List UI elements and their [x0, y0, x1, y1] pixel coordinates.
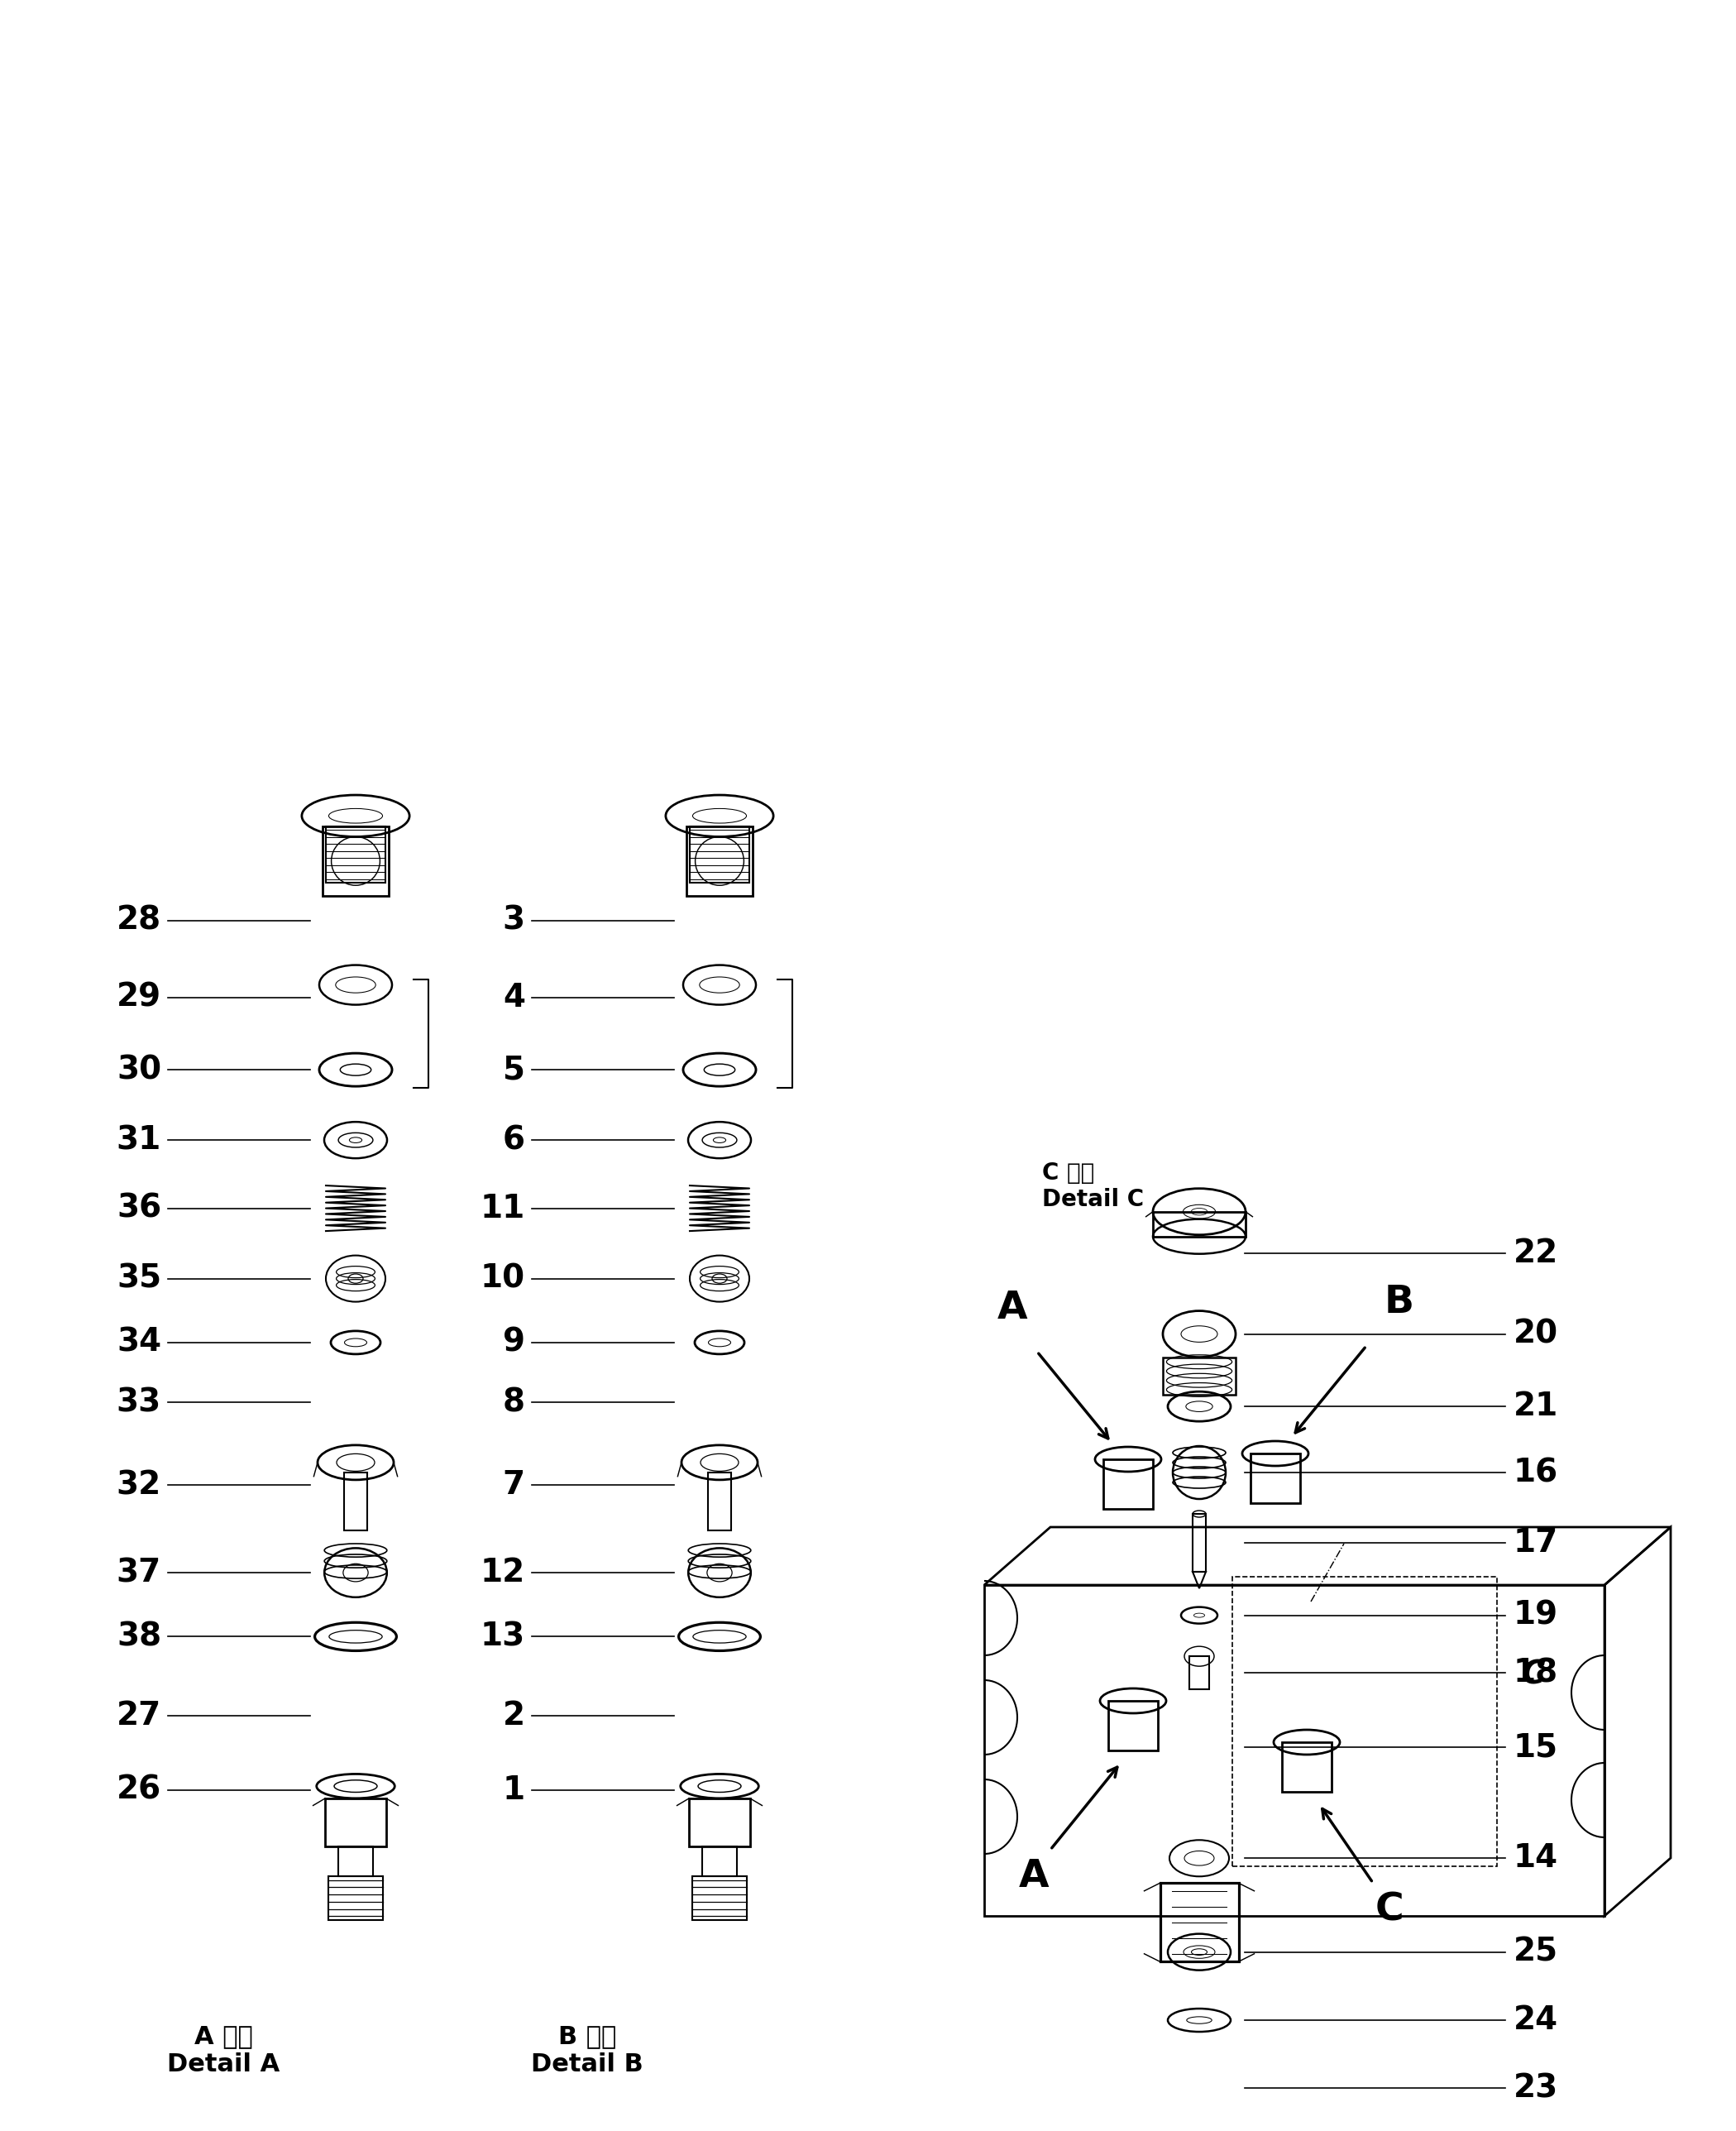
Text: C 詳細
Detail C: C 詳細 Detail C: [1042, 1161, 1144, 1210]
Text: 13: 13: [481, 1622, 526, 1652]
Text: 20: 20: [1514, 1319, 1559, 1349]
Ellipse shape: [705, 1063, 734, 1076]
Bar: [323, 827, 389, 895]
Text: 15: 15: [1514, 1733, 1559, 1762]
Ellipse shape: [1187, 2016, 1212, 2024]
Text: 38: 38: [116, 1622, 161, 1652]
Bar: [1233, 1577, 1496, 1867]
Text: 5: 5: [503, 1055, 526, 1085]
Text: 11: 11: [481, 1193, 526, 1223]
Text: 4: 4: [503, 982, 526, 1012]
Text: 22: 22: [1514, 1238, 1559, 1268]
Bar: [325, 1799, 385, 1845]
Text: 36: 36: [116, 1193, 161, 1223]
Bar: [1189, 1656, 1210, 1690]
Text: 34: 34: [116, 1328, 161, 1357]
Ellipse shape: [1194, 1613, 1205, 1617]
Text: 3: 3: [503, 906, 526, 936]
Bar: [1163, 1357, 1236, 1394]
Text: 24: 24: [1514, 2005, 1559, 2035]
Text: 14: 14: [1514, 1843, 1559, 1873]
Bar: [328, 1877, 382, 1920]
Ellipse shape: [330, 1630, 382, 1643]
Bar: [693, 1877, 746, 1920]
Bar: [1160, 1884, 1238, 1963]
Text: 17: 17: [1514, 1528, 1559, 1558]
Text: 23: 23: [1514, 2073, 1559, 2103]
Ellipse shape: [339, 1134, 373, 1146]
Bar: [1108, 1701, 1158, 1750]
Text: 32: 32: [116, 1470, 161, 1500]
Ellipse shape: [1180, 1325, 1217, 1343]
Text: 8: 8: [503, 1387, 526, 1417]
Text: 16: 16: [1514, 1458, 1559, 1487]
Ellipse shape: [1182, 1204, 1215, 1219]
Bar: [1104, 1460, 1153, 1509]
Text: 29: 29: [116, 982, 161, 1012]
Ellipse shape: [708, 1338, 731, 1347]
Bar: [1250, 1453, 1300, 1502]
Ellipse shape: [700, 976, 740, 993]
Ellipse shape: [1184, 1852, 1213, 1865]
Bar: [339, 1845, 373, 1877]
Ellipse shape: [693, 808, 746, 823]
Bar: [1153, 1213, 1245, 1236]
Text: 10: 10: [481, 1264, 526, 1294]
Text: 25: 25: [1514, 1937, 1559, 1967]
Bar: [689, 1799, 750, 1845]
Bar: [689, 827, 750, 882]
Text: 18: 18: [1514, 1658, 1559, 1688]
Text: C: C: [1375, 1890, 1404, 1929]
Ellipse shape: [340, 1063, 372, 1076]
Ellipse shape: [703, 1134, 736, 1146]
Text: 26: 26: [116, 1775, 161, 1805]
Bar: [1281, 1743, 1332, 1792]
Text: 2: 2: [503, 1701, 526, 1730]
Text: A 詳細
Detail A: A 詳細 Detail A: [167, 2024, 279, 2076]
Text: 31: 31: [116, 1125, 161, 1155]
Bar: [686, 827, 752, 895]
Text: 21: 21: [1514, 1392, 1559, 1421]
Ellipse shape: [344, 1338, 366, 1347]
Bar: [701, 1845, 736, 1877]
Text: B 詳細
Detail B: B 詳細 Detail B: [531, 2024, 644, 2076]
Text: 1: 1: [503, 1775, 526, 1805]
Text: 33: 33: [116, 1387, 161, 1417]
Text: 35: 35: [116, 1264, 161, 1294]
Text: C: C: [1522, 1660, 1545, 1690]
Text: 9: 9: [503, 1328, 526, 1357]
Bar: [1193, 1513, 1207, 1573]
Ellipse shape: [328, 808, 382, 823]
Text: B: B: [1384, 1283, 1415, 1321]
Text: 6: 6: [503, 1125, 526, 1155]
Ellipse shape: [1184, 1946, 1215, 1958]
Text: A: A: [996, 1289, 1028, 1328]
Text: 28: 28: [116, 906, 161, 936]
Text: 12: 12: [481, 1558, 526, 1588]
Text: 27: 27: [116, 1701, 161, 1730]
Ellipse shape: [335, 976, 375, 993]
Text: 30: 30: [116, 1055, 161, 1085]
Ellipse shape: [693, 1630, 746, 1643]
Bar: [326, 827, 385, 882]
Text: 19: 19: [1514, 1600, 1559, 1630]
Bar: [344, 1473, 368, 1530]
Text: 7: 7: [503, 1470, 526, 1500]
Bar: [708, 1473, 731, 1530]
Text: A: A: [1019, 1858, 1049, 1894]
Text: 37: 37: [116, 1558, 161, 1588]
Ellipse shape: [1186, 1402, 1212, 1411]
